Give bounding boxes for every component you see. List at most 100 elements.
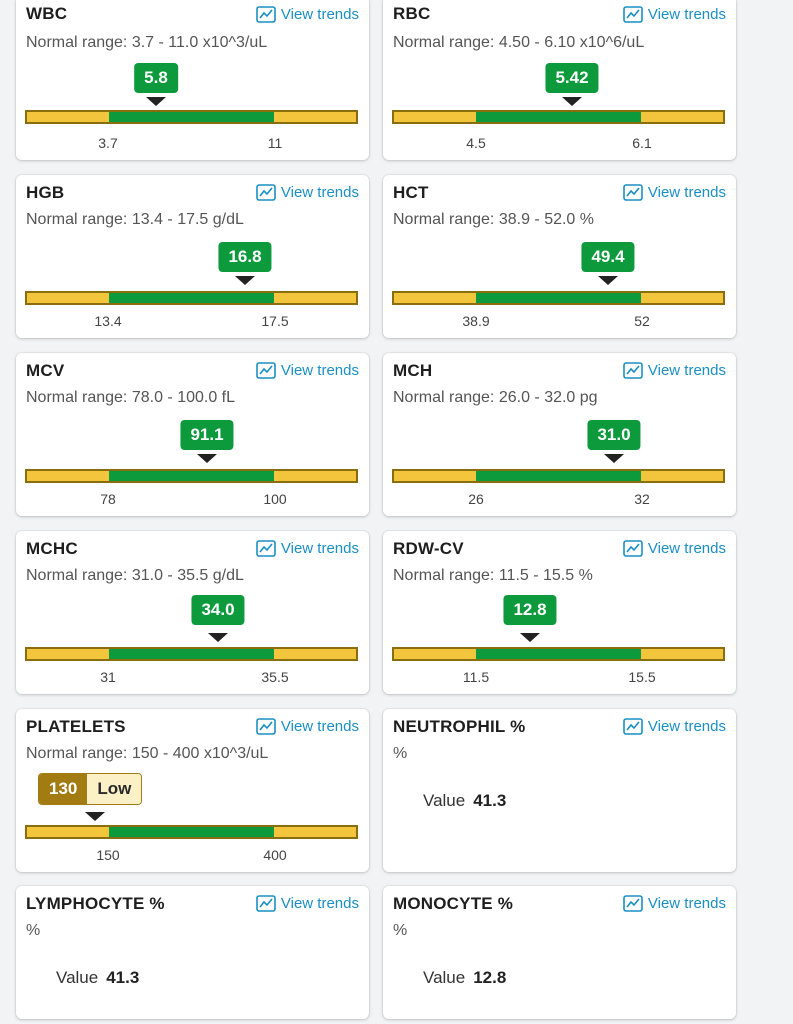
normal-range: Normal range: 11.5 - 15.5 %	[393, 567, 593, 585]
range-bar	[392, 291, 725, 305]
range-high-tick: 52	[634, 313, 650, 329]
range-high-tick: 35.5	[261, 669, 289, 685]
view-trends-link[interactable]: View trends	[256, 362, 359, 379]
normal-range: Normal range: 38.9 - 52.0 %	[393, 211, 594, 229]
value-marker	[520, 633, 540, 642]
trend-chart-icon	[623, 6, 643, 23]
range-prefix: Normal range:	[26, 567, 132, 584]
value-row: Value 41.3	[56, 968, 139, 988]
view-trends-label: View trends	[647, 540, 726, 557]
range-low-tick: 13.4	[94, 313, 122, 329]
normal-segment	[109, 471, 274, 481]
view-trends-label: View trends	[280, 6, 359, 23]
normal-segment	[476, 112, 641, 122]
range-text: 31.0 - 35.5 g/dL	[131, 567, 244, 584]
range-low-tick: 3.7	[98, 135, 118, 151]
view-trends-link[interactable]: View trends	[623, 362, 726, 379]
range-low-tick: 11.5	[462, 669, 490, 685]
range-text: 11.5 - 15.5 %	[498, 567, 593, 584]
view-trends-link[interactable]: View trends	[256, 6, 359, 23]
value-label: Value	[56, 968, 99, 987]
lab-card-wbc: WBC View trends Normal range: 3.7 - 11.0…	[16, 0, 369, 160]
view-trends-link[interactable]: View trends	[256, 718, 359, 735]
low-flag-label: Low	[87, 774, 142, 804]
view-trends-link[interactable]: View trends	[256, 184, 359, 201]
range-prefix: Normal range:	[393, 211, 499, 228]
value-badge: 31.0	[587, 420, 641, 450]
range-high-tick: 32	[634, 491, 650, 507]
view-trends-label: View trends	[280, 718, 359, 735]
range-high-tick: 100	[263, 491, 287, 507]
value-marker	[562, 97, 582, 106]
view-trends-link[interactable]: View trends	[623, 895, 726, 912]
low-value-badge: 130 Low	[38, 773, 143, 805]
range-high-tick: 11	[267, 135, 283, 151]
view-trends-label: View trends	[280, 362, 359, 379]
unit-label: %	[393, 922, 408, 939]
value-row: Value 12.8	[423, 968, 506, 988]
range-text: 26.0 - 32.0 pg	[498, 389, 598, 406]
lab-card-hct: HCT View trends Normal range: 38.9 - 52.…	[383, 175, 736, 338]
range-text: 13.4 - 17.5 g/dL	[131, 211, 244, 228]
unit-label: %	[393, 745, 408, 762]
range-bar	[25, 110, 358, 124]
value-badge: 5.8	[134, 63, 178, 93]
view-trends-link[interactable]: View trends	[623, 540, 726, 557]
lab-card-rdw-cv: RDW-CV View trends Normal range: 11.5 - …	[383, 531, 736, 694]
lab-card-hgb: HGB View trends Normal range: 13.4 - 17.…	[16, 175, 369, 338]
normal-range: Normal range: 13.4 - 17.5 g/dL	[26, 211, 244, 229]
view-trends-link[interactable]: View trends	[256, 895, 359, 912]
unit-label: %	[26, 922, 41, 939]
card-title: MCH	[393, 361, 433, 380]
range-bar	[25, 647, 358, 661]
value-number: 130	[39, 774, 88, 804]
view-trends-link[interactable]: View trends	[623, 718, 726, 735]
range-prefix: Normal range:	[393, 34, 499, 51]
view-trends-label: View trends	[647, 6, 726, 23]
normal-range: Normal range: 150 - 400 x10^3/uL	[26, 745, 268, 763]
value-marker	[208, 633, 228, 642]
view-trends-link[interactable]: View trends	[623, 6, 726, 23]
view-trends-label: View trends	[280, 895, 359, 912]
normal-range: Normal range: 78.0 - 100.0 fL	[26, 389, 235, 407]
lab-card-neutrophil: NEUTROPHIL % View trends % Value 41.3	[383, 709, 736, 872]
trend-chart-icon	[256, 718, 276, 735]
normal-range: Normal range: 31.0 - 35.5 g/dL	[26, 567, 244, 585]
range-bar	[392, 469, 725, 483]
trend-chart-icon	[256, 895, 276, 912]
range-bar	[25, 291, 358, 305]
range-text: 38.9 - 52.0 %	[498, 211, 594, 228]
range-prefix: Normal range:	[26, 389, 132, 406]
range-bar	[25, 825, 358, 839]
range-low-tick: 150	[96, 847, 120, 863]
trend-chart-icon	[623, 362, 643, 379]
range-high-tick: 400	[263, 847, 287, 863]
trend-chart-icon	[623, 540, 643, 557]
value-badge: 16.8	[218, 242, 272, 272]
lab-card-monocyte: MONOCYTE % View trends % Value 12.8	[383, 886, 736, 1019]
range-prefix: Normal range:	[26, 745, 132, 762]
value-number: 12.8	[473, 968, 507, 987]
view-trends-link[interactable]: View trends	[256, 540, 359, 557]
value-badge: 12.8	[503, 595, 557, 625]
view-trends-label: View trends	[280, 184, 359, 201]
value-number: 41.3	[106, 968, 140, 987]
value-marker	[85, 812, 105, 821]
card-title: MCHC	[26, 539, 78, 558]
value-marker	[146, 97, 166, 106]
normal-segment	[476, 471, 641, 481]
normal-segment	[109, 827, 274, 837]
normal-segment	[109, 293, 274, 303]
lab-card-platelets: PLATELETS View trends Normal range: 150 …	[16, 709, 369, 872]
normal-segment	[109, 112, 274, 122]
lab-card-mcv: MCV View trends Normal range: 78.0 - 100…	[16, 353, 369, 516]
card-title: PLATELETS	[26, 717, 126, 736]
trend-chart-icon	[623, 895, 643, 912]
view-trends-link[interactable]: View trends	[623, 184, 726, 201]
range-low-tick: 31	[100, 669, 116, 685]
lab-card-rbc: RBC View trends Normal range: 4.50 - 6.1…	[383, 0, 736, 160]
range-text: 150 - 400 x10^3/uL	[131, 745, 269, 762]
range-prefix: Normal range:	[393, 389, 499, 406]
range-high-tick: 6.1	[632, 135, 652, 151]
view-trends-label: View trends	[280, 540, 359, 557]
